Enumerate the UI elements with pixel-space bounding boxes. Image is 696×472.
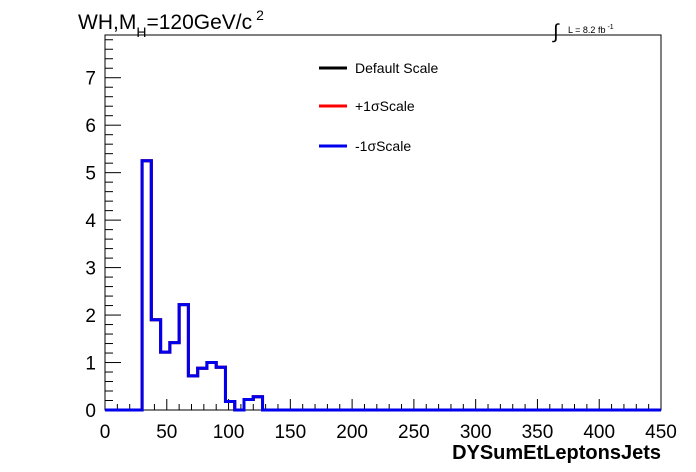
title-rest: =120GeV/c [146,11,252,34]
x-tick-label: 450 [645,422,677,443]
x-tick-label: 0 [100,422,111,443]
title-superscript: 2 [256,7,264,23]
y-axis: 0 1 2 3 4 5 6 7 [85,39,121,422]
x-tick-label: 200 [336,422,368,443]
x-tick-label: 100 [213,422,245,443]
legend: Default Scale +1σScale -1σScale [319,60,438,154]
integral-icon: ∫ [552,21,560,43]
y-tick-label: 7 [85,69,96,90]
legend-label: Default Scale [355,60,438,76]
lumi-text: L = 8.2 fb [568,25,605,35]
y-tick-label: 6 [85,116,96,137]
x-tick-label: 300 [460,422,492,443]
x-tick-label: 250 [398,422,430,443]
svg-text:L = 8.2 fb-1: L = 8.2 fb -1 [568,24,614,35]
x-tick-label: 50 [156,422,177,443]
y-tick-label: 1 [85,354,96,375]
luminosity-label: ∫ L = 8.2 fb -1 [552,21,614,43]
title-main: WH,M [78,11,136,34]
legend-label: +1σScale [355,98,415,114]
series-line-minus1sigma [105,159,661,412]
x-tick-label: 400 [583,422,615,443]
y-tick-label: 2 [85,306,96,327]
x-axis-label: DYSumEtLeptonsJets [452,442,661,464]
x-tick-label: 350 [522,422,554,443]
legend-label: -1σScale [355,138,411,154]
y-tick-label: 0 [85,401,96,422]
chart-title: WH,MH=120GeV/c 2 [78,7,264,40]
x-axis: 0 50 100 150 200 250 300 350 400 450 [100,399,677,443]
y-tick-label: 5 [85,164,96,185]
y-tick-label: 3 [85,259,96,280]
lumi-superscript: -1 [607,24,613,31]
title-subscript: H [136,24,146,40]
x-tick-label: 150 [274,422,306,443]
series-group [105,159,661,412]
y-tick-label: 4 [85,211,96,232]
